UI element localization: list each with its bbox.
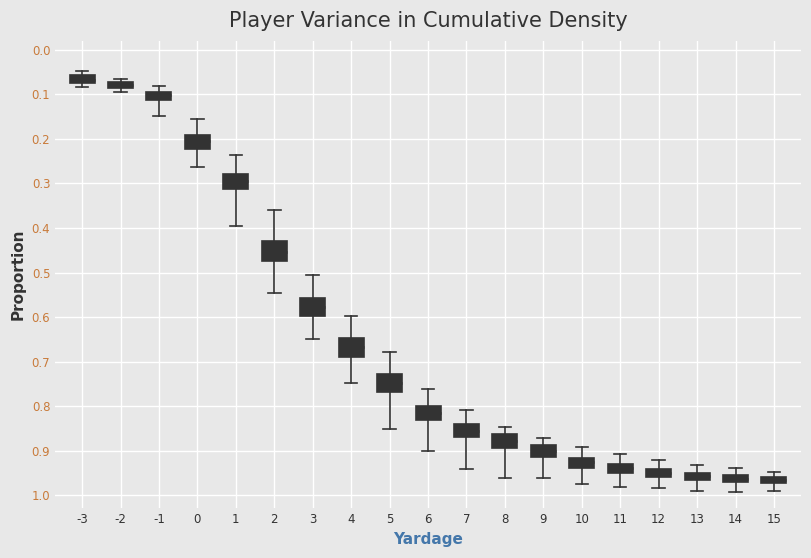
X-axis label: Yardage: Yardage (393, 532, 462, 547)
PathPatch shape (722, 475, 747, 482)
PathPatch shape (70, 75, 94, 83)
PathPatch shape (761, 477, 786, 483)
PathPatch shape (261, 242, 286, 261)
PathPatch shape (338, 338, 363, 357)
PathPatch shape (300, 299, 324, 316)
PathPatch shape (185, 136, 209, 149)
PathPatch shape (146, 92, 171, 100)
PathPatch shape (376, 374, 401, 392)
Title: Player Variance in Cumulative Density: Player Variance in Cumulative Density (229, 11, 627, 31)
Y-axis label: Proportion: Proportion (11, 229, 26, 320)
PathPatch shape (453, 424, 478, 437)
PathPatch shape (569, 458, 594, 468)
PathPatch shape (607, 464, 632, 473)
PathPatch shape (491, 434, 517, 449)
PathPatch shape (530, 445, 556, 457)
PathPatch shape (684, 473, 709, 480)
PathPatch shape (108, 82, 133, 88)
PathPatch shape (223, 174, 248, 189)
PathPatch shape (646, 469, 671, 477)
PathPatch shape (415, 406, 440, 420)
